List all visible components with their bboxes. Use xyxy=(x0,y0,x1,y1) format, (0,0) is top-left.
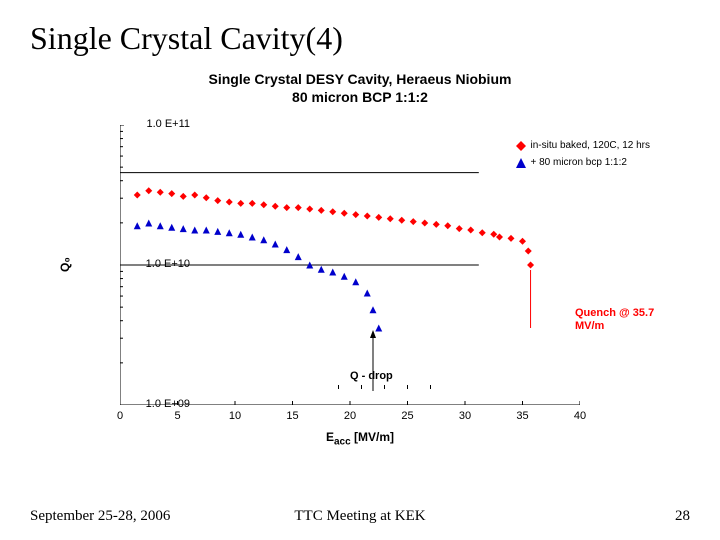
x-tick-label: 15 xyxy=(278,410,308,422)
y-tick-label: 1.0 E+11 xyxy=(130,118,190,130)
x-tick-label: 35 xyxy=(508,410,538,422)
legend-row: + 80 micron bcp 1:1:2 xyxy=(516,157,650,168)
y-tick-label: 1.0 E+10 xyxy=(130,258,190,270)
footer-page-num: 28 xyxy=(675,508,690,525)
slide-title: Single Crystal Cavity(4) xyxy=(30,20,343,57)
chart-title-line2: 80 micron BCP 1:1:2 xyxy=(292,89,428,105)
quench-annotation: Quench @ 35.7 MV/m xyxy=(575,307,654,333)
x-tick-label: 40 xyxy=(565,410,595,422)
footer-meeting: TTC Meeting at KEK xyxy=(0,508,720,525)
legend-row: in-situ baked, 120C, 12 hrs xyxy=(516,140,650,151)
x-axis-label: Eacc [MV/m] xyxy=(60,430,660,447)
x-tick-label: 20 xyxy=(335,410,365,422)
q-drop-annotation: Q - drop xyxy=(350,370,393,382)
x-tick-label: 0 xyxy=(105,410,135,422)
x-tick-label: 30 xyxy=(450,410,480,422)
y-tick-label: 1.0 E+09 xyxy=(130,398,190,410)
quench-line2: MV/m xyxy=(575,320,604,332)
chart-title-line1: Single Crystal DESY Cavity, Heraeus Niob… xyxy=(209,71,512,87)
x-axis-text: Eacc [MV/m] xyxy=(326,430,394,444)
x-tick-label: 25 xyxy=(393,410,423,422)
x-tick-label: 10 xyxy=(220,410,250,422)
legend-label: in-situ baked, 120C, 12 hrs xyxy=(530,140,650,151)
chart-title: Single Crystal DESY Cavity, Heraeus Niob… xyxy=(60,70,660,106)
x-tick-label: 5 xyxy=(163,410,193,422)
chart-container: Single Crystal DESY Cavity, Heraeus Niob… xyxy=(60,70,660,470)
quench-line1: Quench @ 35.7 xyxy=(575,307,654,319)
legend-label: + 80 micron bcp 1:1:2 xyxy=(530,157,626,168)
y-axis-label: Q₀ xyxy=(58,257,72,272)
chart-legend: in-situ baked, 120C, 12 hrs + 80 micron b… xyxy=(516,140,650,174)
